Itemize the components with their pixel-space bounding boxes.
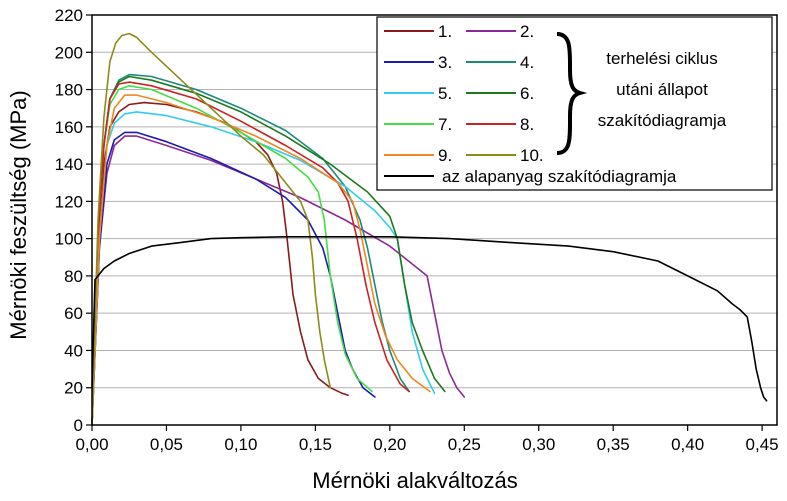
x-tick-label: 0,10	[224, 435, 257, 454]
series-line	[91, 94, 431, 426]
series-line	[91, 131, 376, 426]
legend-label: 8.	[520, 115, 534, 134]
x-axis-tick-labels: 0,00 0,05 0,10 0,15 0,20 0,25 0,30 0,35 0,40 0,45	[75, 435, 778, 454]
y-axis-title: Mérnöki feszültség (MPa)	[6, 90, 31, 339]
axis-ticks	[86, 14, 763, 431]
legend-brace-line-3: szakítódiagramja	[598, 111, 727, 130]
y-tick-label: 100	[55, 230, 83, 249]
series-line	[91, 236, 768, 402]
y-tick-label: 160	[55, 118, 83, 137]
legend-entries: 1. 2. 3. 4. 5. 6. 7. 8. 9. 10. az alapanyag szakít…	[384, 22, 677, 186]
legend-label: 5.	[438, 84, 452, 103]
series-line	[91, 81, 411, 426]
legend-label: 6.	[520, 84, 534, 103]
y-tick-label: 200	[55, 43, 83, 62]
x-tick-label: 0,45	[746, 435, 779, 454]
x-axis-title: Mérnöki alakváltozás	[312, 468, 517, 493]
y-axis-tick-labels: 0 20 40 60 80 100 120 140 160 180 200 220	[55, 6, 83, 435]
legend-label: 10.	[520, 146, 544, 165]
y-tick-label: 180	[55, 81, 83, 100]
x-tick-label: 0,30	[522, 435, 555, 454]
legend-label: 3.	[438, 53, 452, 72]
legend-label: 9.	[438, 146, 452, 165]
y-tick-label: 60	[64, 304, 83, 323]
x-tick-label: 0,20	[373, 435, 406, 454]
series-line	[91, 101, 349, 426]
legend-brace-line-1: terhelési ciklus	[606, 49, 718, 68]
legend-brace-line-2: utáni állapot	[616, 80, 708, 99]
x-tick-label: 0,15	[299, 435, 332, 454]
y-tick-label: 20	[64, 379, 83, 398]
legend-label: 4.	[520, 53, 534, 72]
legend-label: az alapanyag szakítódiagramja	[442, 167, 677, 186]
y-tick-label: 120	[55, 192, 83, 211]
legend-curly-brace	[556, 32, 588, 155]
legend-label: 1.	[438, 22, 452, 41]
y-tick-label: 220	[55, 6, 83, 25]
x-tick-label: 0,25	[448, 435, 481, 454]
series-line	[91, 135, 466, 426]
legend: 1. 2. 3. 4. 5. 6. 7. 8. 9. 10. az alapanyag szakít…	[376, 16, 773, 191]
y-tick-label: 80	[64, 267, 83, 286]
y-tick-label: 0	[74, 416, 83, 435]
x-tick-label: 0,05	[150, 435, 183, 454]
y-tick-label: 40	[64, 341, 83, 360]
legend-label: 2.	[520, 22, 534, 41]
x-tick-label: 0,00	[75, 435, 108, 454]
plot-area-frame	[91, 14, 778, 426]
x-tick-label: 0,35	[597, 435, 630, 454]
y-tick-label: 140	[55, 155, 83, 174]
x-tick-label: 0,40	[671, 435, 704, 454]
legend-box	[376, 16, 773, 191]
series-line	[91, 32, 332, 426]
series-lines	[91, 32, 768, 426]
legend-label: 7.	[438, 115, 452, 134]
